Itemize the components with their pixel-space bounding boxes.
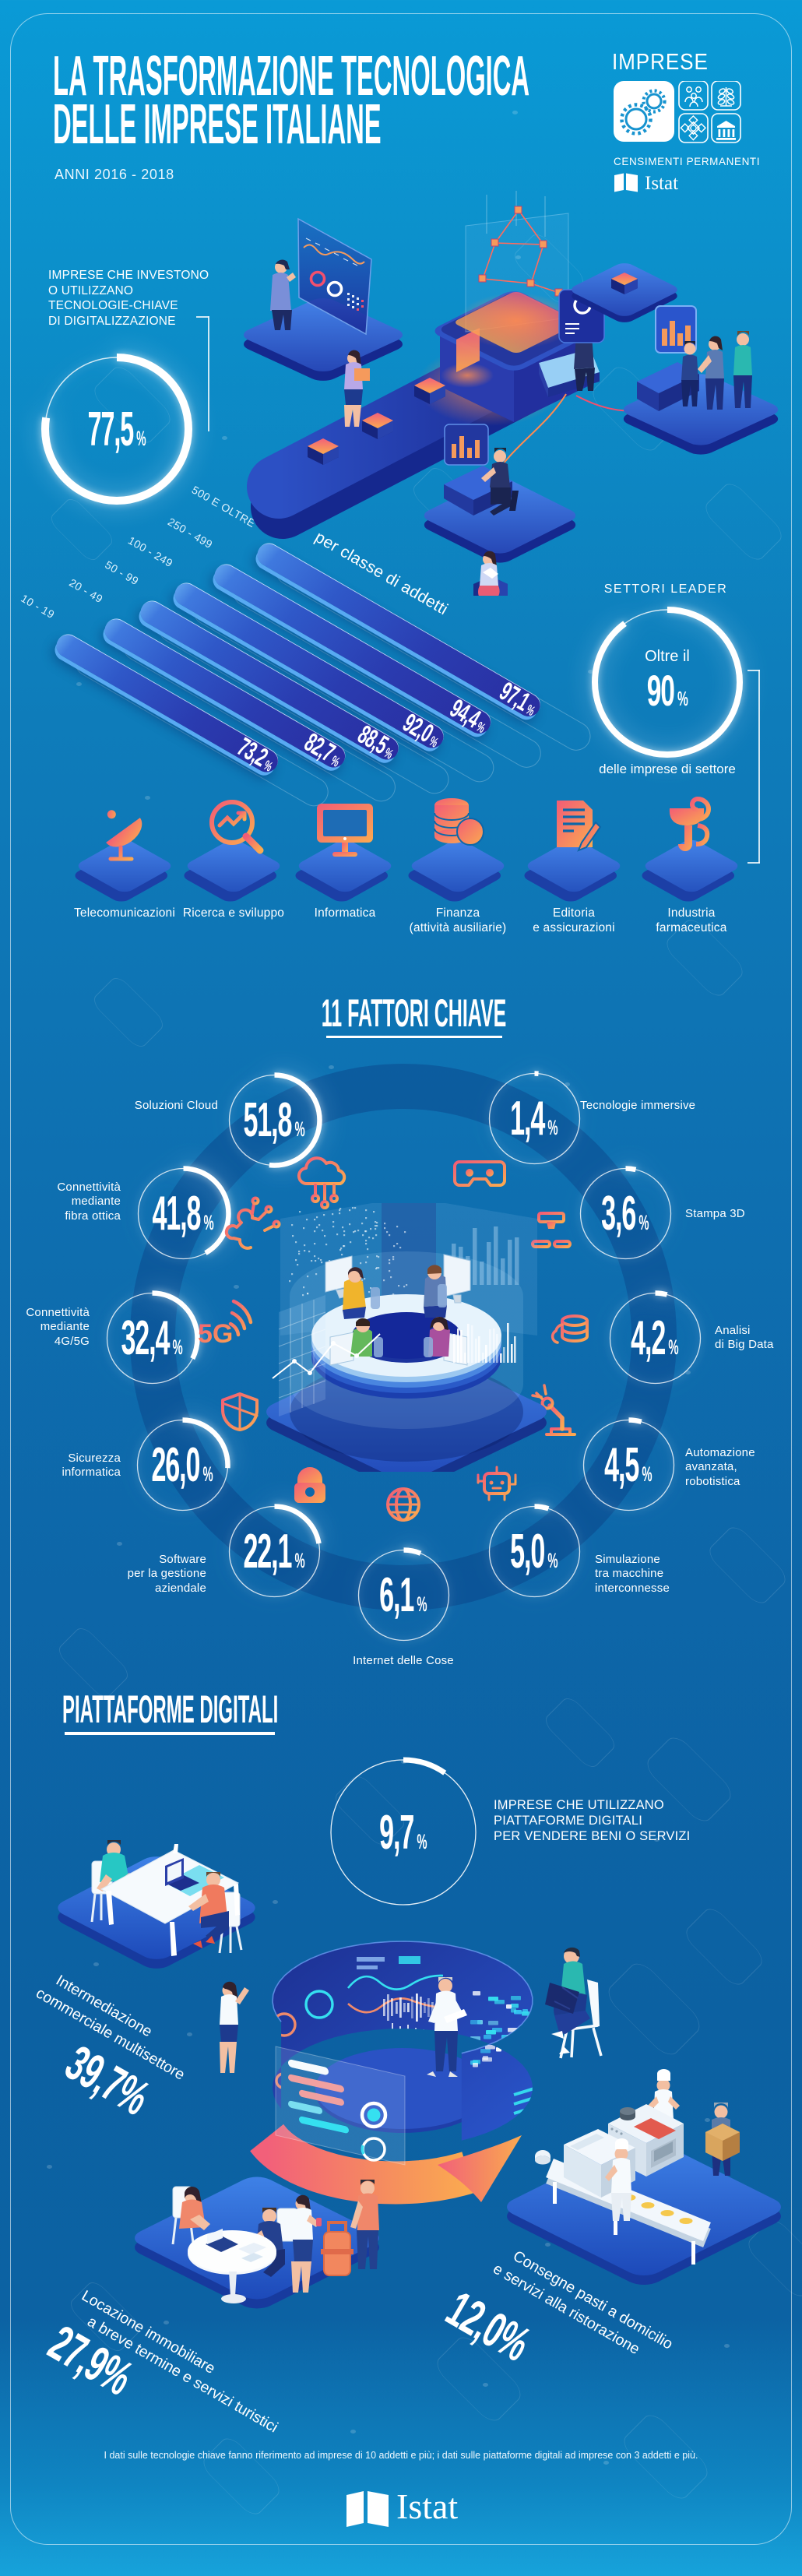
svg-text:5G: 5G [198,1319,233,1349]
